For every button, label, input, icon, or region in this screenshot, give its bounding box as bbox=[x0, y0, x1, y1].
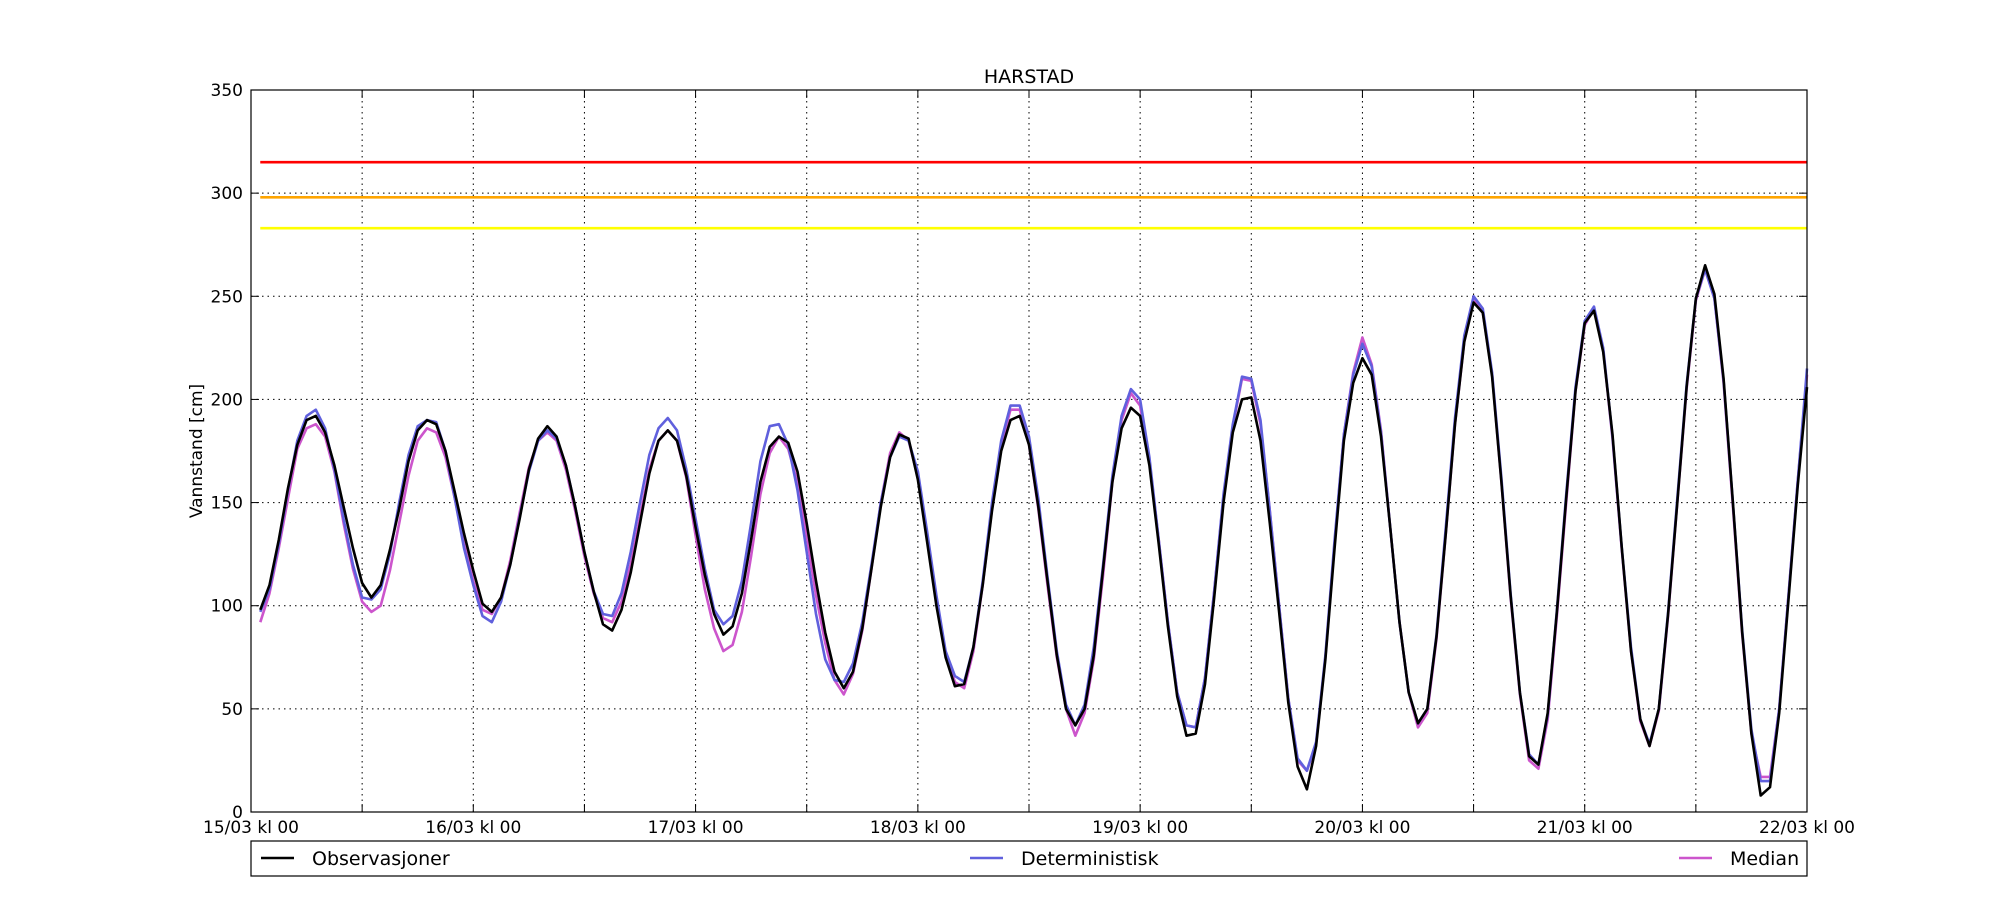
x-tick-label: 18/03 kl 00 bbox=[870, 818, 966, 838]
y-tick-label: 200 bbox=[211, 390, 243, 410]
y-tick-label: 350 bbox=[211, 81, 243, 101]
y-tick-label: 300 bbox=[211, 184, 243, 204]
x-tick-label: 16/03 kl 00 bbox=[425, 818, 521, 838]
x-axis: 15/03 kl 00 16/03 kl 00 17/03 kl 00 18/03 k… bbox=[203, 90, 1855, 838]
legend-label: Median bbox=[1730, 848, 1799, 870]
legend: Observasjoner Deterministisk Median bbox=[250, 840, 1808, 877]
y-tick-label: 0 bbox=[232, 803, 243, 823]
y-tick-label: 150 bbox=[211, 494, 243, 514]
y-axis: 0 50 100 150 200 250 300 350 bbox=[211, 81, 1807, 823]
chart-title: HARSTAD bbox=[984, 66, 1074, 88]
x-tick-label: 19/03 kl 00 bbox=[1092, 818, 1188, 838]
legend-label: Observasjoner bbox=[312, 848, 450, 870]
legend-label: Deterministisk bbox=[1021, 848, 1159, 870]
y-tick-label: 250 bbox=[211, 287, 243, 307]
y-tick-label: 100 bbox=[211, 597, 243, 617]
legend-box bbox=[250, 840, 1808, 877]
series-line-deterministisk bbox=[259, 268, 1809, 783]
series-line-median bbox=[259, 268, 1809, 779]
x-tick-label: 15/03 kl 00 bbox=[203, 818, 299, 838]
grid-lines bbox=[251, 90, 1807, 812]
series-line-observasjoner bbox=[259, 264, 1809, 797]
threshold-lines bbox=[260, 160, 1807, 230]
series-lines bbox=[259, 264, 1809, 797]
x-tick-label: 17/03 kl 00 bbox=[648, 818, 744, 838]
y-tick-label: 50 bbox=[221, 700, 243, 720]
x-tick-label: 20/03 kl 00 bbox=[1314, 818, 1410, 838]
x-tick-label: 21/03 kl 00 bbox=[1537, 818, 1633, 838]
y-axis-label: Vannstand [cm] bbox=[187, 384, 207, 518]
x-tick-label: 22/03 kl 00 bbox=[1759, 818, 1855, 838]
